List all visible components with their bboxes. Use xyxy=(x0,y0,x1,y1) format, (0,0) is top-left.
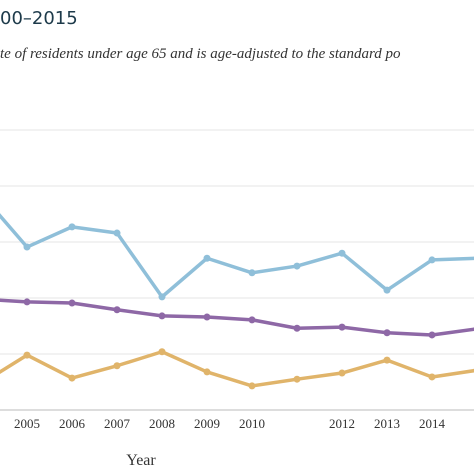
data-point xyxy=(68,299,76,307)
data-point xyxy=(248,382,256,390)
data-point xyxy=(293,262,301,270)
x-tick-label: 2014 xyxy=(419,416,446,431)
series-line xyxy=(0,298,474,337)
data-point xyxy=(293,324,301,332)
x-tick-label: 2009 xyxy=(194,416,220,431)
x-tick-label: 2007 xyxy=(104,416,131,431)
x-tick-label: 2005 xyxy=(14,416,40,431)
x-tick-label: 2013 xyxy=(374,416,400,431)
data-point xyxy=(158,312,166,320)
data-point xyxy=(428,331,436,339)
data-point xyxy=(293,375,301,383)
data-point xyxy=(428,256,436,264)
data-point xyxy=(68,374,76,382)
data-point xyxy=(113,306,121,314)
data-point xyxy=(203,254,211,262)
data-point xyxy=(23,351,31,359)
series-line xyxy=(0,350,474,388)
data-point xyxy=(113,362,121,370)
x-tick-label: 2006 xyxy=(59,416,86,431)
chart-subtitle: te of residents under age 65 and is age-… xyxy=(0,46,401,62)
x-axis-label: Year xyxy=(126,452,156,469)
x-tick-label: 2008 xyxy=(149,416,175,431)
data-point xyxy=(158,293,166,301)
data-point xyxy=(23,298,31,306)
data-point xyxy=(203,313,211,321)
data-point xyxy=(158,348,166,356)
series-line xyxy=(0,213,474,299)
data-point xyxy=(113,229,121,237)
data-point xyxy=(23,243,31,251)
data-point xyxy=(383,329,391,337)
data-point xyxy=(338,323,346,331)
data-point xyxy=(383,286,391,294)
data-point xyxy=(338,369,346,377)
data-point xyxy=(338,249,346,257)
data-point xyxy=(383,356,391,364)
x-tick-label: 2010 xyxy=(239,416,265,431)
x-tick-label: 2012 xyxy=(329,416,355,431)
data-point xyxy=(248,316,256,324)
data-point xyxy=(68,223,76,231)
data-point xyxy=(428,373,436,381)
data-point xyxy=(248,269,256,277)
chart-title: 00–2015 xyxy=(0,8,78,29)
data-point xyxy=(203,368,211,376)
